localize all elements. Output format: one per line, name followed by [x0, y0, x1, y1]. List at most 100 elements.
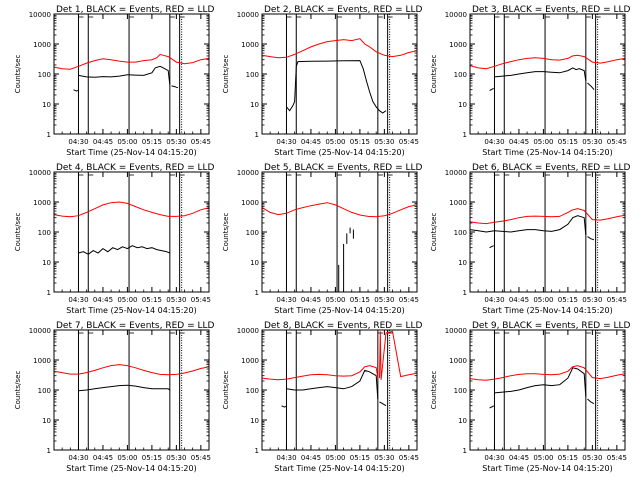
y-axis-label: Counts/sec — [14, 55, 22, 94]
events-series-line — [587, 236, 595, 241]
y-tick-label: 1 — [255, 131, 259, 139]
x-axis-label: Start Time (25-Nov-14 04:15:20) — [66, 148, 196, 157]
y-tick-label: 1 — [463, 289, 467, 297]
y-tick-label: 10 — [42, 417, 51, 425]
y-tick-label: 1000 — [449, 41, 467, 49]
x-axis-label: Start Time (25-Nov-14 04:15:20) — [274, 306, 404, 315]
y-tick-label: 1 — [463, 131, 467, 139]
y-tick-label: 10 — [250, 259, 259, 267]
y-tick-label: 10000 — [237, 327, 259, 335]
y-tick-label: 100 — [246, 387, 259, 395]
y-tick-label: 10000 — [237, 169, 259, 177]
events-series-line — [73, 89, 79, 92]
chart-panel-4: Det 4, BLACK = Events, RED = LLD Counts/s… — [14, 163, 215, 315]
events-series-line — [494, 367, 587, 397]
x-tick-label: 05:15 — [142, 138, 162, 146]
chart-panel-1: Det 1, BLACK = Events, RED = LLD Counts/s… — [14, 5, 215, 157]
y-tick-label: 1 — [47, 289, 51, 297]
x-axis-label: Start Time (25-Nov-14 04:15:20) — [482, 306, 612, 315]
chart-title: Det 9, BLACK = Events, RED = LLD — [472, 321, 631, 331]
y-tick-label: 10 — [250, 417, 259, 425]
chart-title: Det 7, BLACK = Events, RED = LLD — [56, 321, 215, 331]
x-tick-label: 04:30 — [276, 138, 296, 146]
x-tick-label: 04:30 — [276, 454, 296, 462]
x-tick-label: 05:15 — [142, 296, 162, 304]
x-axis-label: Start Time (25-Nov-14 04:15:20) — [482, 148, 612, 157]
x-tick-label: 04:45 — [301, 454, 321, 462]
lld-series-line — [261, 38, 418, 59]
y-axis-label: Counts/sec — [14, 213, 22, 252]
events-series-line — [379, 401, 387, 407]
chart-panel-9: Det 9, BLACK = Events, RED = LLD Counts/s… — [430, 321, 631, 473]
chart-panel-3: Det 3, BLACK = Events, RED = LLD Counts/s… — [430, 5, 631, 157]
x-tick-label: 05:00 — [533, 454, 553, 462]
x-tick-label: 05:30 — [582, 454, 602, 462]
x-tick-label: 05:15 — [350, 138, 370, 146]
x-tick-label: 05:00 — [117, 138, 137, 146]
events-series-line — [489, 245, 494, 249]
chart-title: Det 1, BLACK = Events, RED = LLD — [56, 5, 215, 15]
x-tick-label: 04:45 — [301, 296, 321, 304]
events-series-line — [78, 245, 170, 255]
y-tick-label: 1000 — [449, 199, 467, 207]
chart-title: Det 8, BLACK = Events, RED = LLD — [264, 321, 423, 331]
y-axis-label: Counts/sec — [430, 371, 438, 410]
y-tick-label: 10000 — [445, 327, 467, 335]
y-tick-label: 1000 — [33, 357, 51, 365]
events-series-line — [587, 398, 595, 405]
y-tick-label: 1 — [47, 131, 51, 139]
x-tick-label: 04:45 — [509, 138, 529, 146]
x-tick-label: 05:30 — [166, 296, 186, 304]
plot-frame — [469, 13, 626, 135]
x-tick-label: 05:30 — [374, 296, 394, 304]
x-tick-label: 04:45 — [93, 138, 113, 146]
lld-series-line — [261, 365, 379, 381]
events-series-line — [587, 82, 595, 91]
y-tick-label: 1000 — [241, 199, 259, 207]
x-tick-label: 05:15 — [142, 454, 162, 462]
plot-frame — [53, 329, 210, 451]
chart-title: Det 6, BLACK = Events, RED = LLD — [472, 163, 631, 173]
x-tick-label: 05:00 — [325, 454, 345, 462]
y-axis-label: Counts/sec — [430, 55, 438, 94]
lld-series-line — [469, 208, 626, 225]
plot-frame — [261, 13, 418, 135]
y-tick-label: 100 — [246, 229, 259, 237]
y-tick-label: 10 — [42, 101, 51, 109]
x-tick-label: 05:30 — [374, 138, 394, 146]
y-axis-label: Counts/sec — [222, 371, 230, 410]
events-series-line — [281, 405, 287, 408]
events-series-line — [494, 67, 587, 81]
lld-series-line — [469, 365, 626, 381]
chart-title: Det 5, BLACK = Events, RED = LLD — [264, 163, 423, 173]
x-tick-label: 05:45 — [607, 454, 627, 462]
x-axis-label: Start Time (25-Nov-14 04:15:20) — [66, 306, 196, 315]
y-tick-label: 10000 — [237, 11, 259, 19]
x-tick-label: 05:45 — [399, 296, 419, 304]
x-tick-label: 05:15 — [350, 296, 370, 304]
y-axis-label: Counts/sec — [222, 213, 230, 252]
x-tick-label: 04:30 — [484, 138, 504, 146]
x-tick-label: 04:30 — [68, 454, 88, 462]
y-axis-label: Counts/sec — [14, 371, 22, 410]
x-tick-label: 05:30 — [582, 296, 602, 304]
chart-panel-6: Det 6, BLACK = Events, RED = LLD Counts/s… — [430, 163, 631, 315]
y-tick-label: 10000 — [29, 11, 51, 19]
chart-title: Det 2, BLACK = Events, RED = LLD — [264, 5, 423, 15]
x-tick-label: 04:30 — [68, 296, 88, 304]
x-tick-label: 05:15 — [558, 296, 578, 304]
x-tick-label: 04:45 — [509, 454, 529, 462]
plot-frame — [469, 171, 626, 293]
x-axis-label: Start Time (25-Nov-14 04:15:20) — [482, 464, 612, 473]
lld-series-line — [53, 53, 210, 70]
y-axis-label: Counts/sec — [430, 213, 438, 252]
events-series-line — [78, 384, 171, 392]
x-tick-label: 05:00 — [117, 296, 137, 304]
y-tick-label: 100 — [38, 387, 51, 395]
x-tick-label: 05:45 — [191, 454, 211, 462]
y-tick-label: 1000 — [449, 357, 467, 365]
lld-series-line — [469, 54, 626, 70]
x-tick-label: 05:15 — [558, 138, 578, 146]
x-tick-label: 04:45 — [301, 138, 321, 146]
